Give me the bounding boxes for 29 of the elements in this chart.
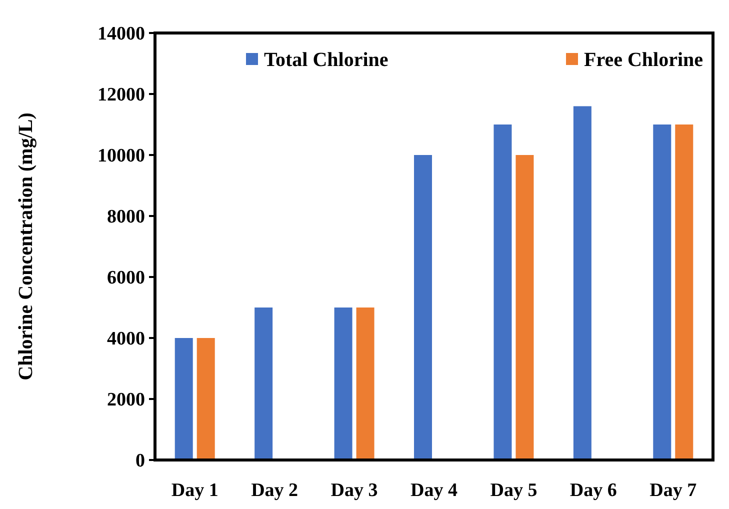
- x-tick-label: Day 3: [330, 480, 378, 501]
- legend-label: Free Chlorine: [584, 49, 704, 71]
- x-tick-label: Day 6: [570, 480, 617, 501]
- bar: [334, 308, 352, 460]
- y-tick-label: 12000: [98, 84, 145, 106]
- bar: [675, 124, 694, 460]
- x-tick-label: Day 2: [251, 480, 298, 501]
- y-tick-label: 4000: [107, 328, 145, 350]
- x-tick-label: Day 5: [490, 480, 538, 501]
- bar: [653, 124, 672, 460]
- y-tick-label: 2000: [107, 390, 145, 411]
- bar: [254, 308, 273, 460]
- bar: [573, 106, 592, 460]
- bar: [516, 155, 534, 460]
- y-tick-label: 8000: [107, 206, 145, 228]
- y-axis-title: Chlorine Concentration (mg/L): [15, 112, 37, 380]
- legend-label: Total Chlorine: [264, 49, 388, 71]
- bar: [196, 338, 215, 460]
- y-tick-label: 6000: [107, 268, 145, 289]
- bar: [174, 338, 193, 460]
- x-tick-label: Day 4: [410, 480, 458, 501]
- bar: [356, 308, 374, 460]
- x-tick-label: Day 1: [171, 480, 218, 501]
- y-tick-label: 14000: [98, 24, 145, 45]
- bar: [494, 124, 512, 460]
- x-tick-label: Day 7: [650, 480, 698, 501]
- bar: [414, 155, 432, 460]
- y-tick-label: 10000: [98, 146, 145, 167]
- y-tick-label: 0: [136, 450, 145, 472]
